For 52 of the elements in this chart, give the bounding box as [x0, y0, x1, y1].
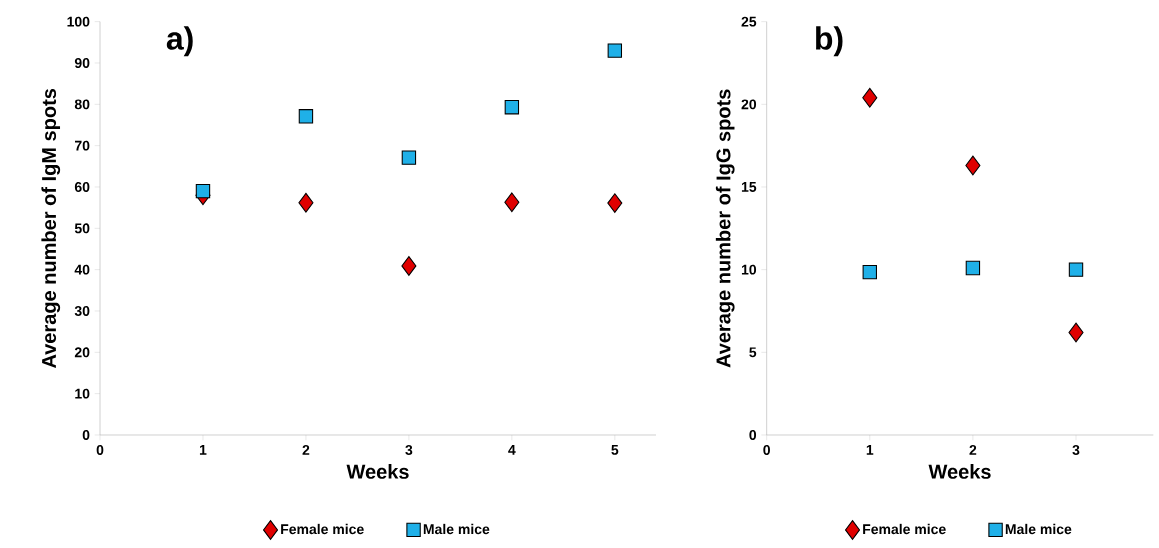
y-axis-title: Average number of IgM spots [41, 88, 61, 369]
legend-label: Male mice [423, 523, 490, 535]
x-tick-label: 1 [866, 445, 874, 455]
x-axis-title: Weeks [346, 464, 409, 479]
point [504, 100, 520, 115]
point [298, 192, 314, 213]
x-tick-label: 3 [1072, 445, 1080, 455]
x-tick-label: 2 [302, 445, 310, 455]
y-tick-label: 80 [74, 99, 90, 110]
x-tick-label: 4 [508, 445, 516, 455]
point [1068, 322, 1084, 343]
point [195, 183, 211, 199]
point [607, 43, 623, 58]
x-tick-label: 2 [969, 445, 977, 455]
y-axis-title: Average number of IgG spots [715, 89, 735, 368]
y-tick-label: 70 [75, 140, 90, 151]
y-tick-label: 30 [74, 306, 90, 316]
legend-label: Female mice [281, 523, 364, 535]
x-tick-label: 1 [199, 445, 207, 455]
legend-label: Male mice [1005, 523, 1072, 535]
y-tick-label: 60 [74, 182, 90, 192]
point [862, 264, 877, 280]
chart-title: a) [166, 26, 193, 57]
y-tick-label: 20 [741, 99, 757, 110]
y-tick-label: 10 [741, 264, 757, 275]
y-tick-label: 15 [741, 182, 757, 192]
y-tick-label: 100 [67, 16, 90, 27]
point [401, 256, 417, 276]
y-tick-label: 20 [74, 347, 90, 358]
point [862, 87, 878, 108]
y-tick-label: 50 [74, 223, 90, 234]
x-tick-label: 3 [405, 445, 413, 455]
y-tick-label: 25 [741, 16, 757, 27]
point [965, 155, 981, 176]
point [504, 192, 520, 213]
y-tick-label: 10 [75, 388, 90, 399]
x-tick-label: 5 [611, 445, 619, 455]
point [298, 109, 314, 124]
y-tick-label: 90 [74, 58, 90, 68]
point [401, 150, 417, 165]
point [1068, 262, 1084, 277]
y-tick-label: 0 [82, 430, 90, 440]
point [607, 193, 623, 213]
x-tick-label: 0 [763, 445, 770, 455]
y-tick-label: 0 [749, 430, 757, 440]
y-tick-label: 5 [749, 347, 757, 358]
x-tick-label: 0 [96, 445, 104, 455]
chart-title: b) [816, 26, 843, 57]
y-tick-label: 40 [74, 264, 90, 275]
legend-label: Female mice [863, 523, 946, 535]
x-axis-title: Weeks [928, 464, 991, 479]
point [965, 260, 981, 276]
